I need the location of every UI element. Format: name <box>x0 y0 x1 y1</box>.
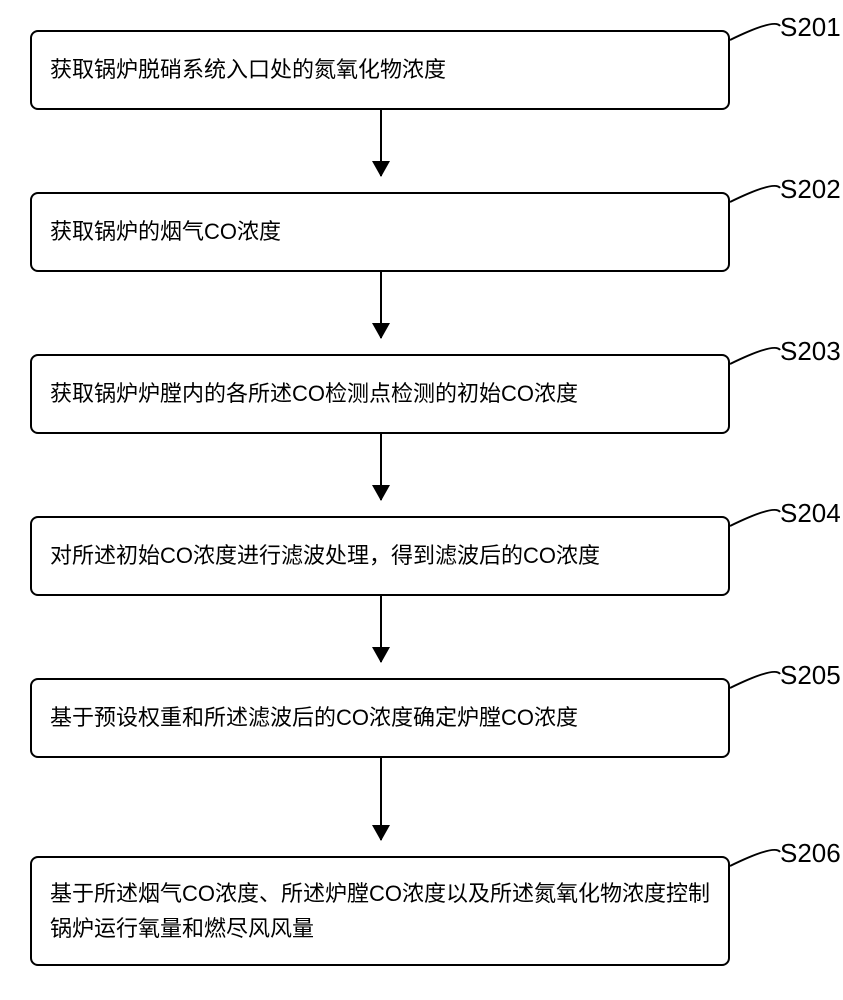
flow-arrow-5 <box>380 758 382 840</box>
step-label-S203: S203 <box>780 336 841 367</box>
flowchart-canvas: 获取锅炉脱硝系统入口处的氮氧化物浓度 S201 获取锅炉的烟气CO浓度 S202 获取锅… <box>0 0 843 1000</box>
step-text: 获取锅炉炉膛内的各所述CO检测点检测的初始CO浓度 <box>50 376 578 411</box>
step-label-S204: S204 <box>780 498 841 529</box>
step-label-S201: S201 <box>780 12 841 43</box>
flow-arrow-3 <box>380 434 382 500</box>
step-text: 基于预设权重和所述滤波后的CO浓度确定炉膛CO浓度 <box>50 700 578 735</box>
callout-line <box>725 499 785 531</box>
callout-line <box>725 13 785 45</box>
callout-line <box>725 661 785 693</box>
step-text: 获取锅炉的烟气CO浓度 <box>50 214 281 249</box>
step-box-S206: 基于所述烟气CO浓度、所述炉膛CO浓度以及所述氮氧化物浓度控制锅炉运行氧量和燃尽… <box>30 856 730 966</box>
step-label-S205: S205 <box>780 660 841 691</box>
flow-arrow-1 <box>380 110 382 176</box>
step-box-S202: 获取锅炉的烟气CO浓度 <box>30 192 730 272</box>
flow-arrow-4 <box>380 596 382 662</box>
callout-line <box>725 839 785 871</box>
flow-arrow-2 <box>380 272 382 338</box>
step-label-S202: S202 <box>780 174 841 205</box>
step-text: 获取锅炉脱硝系统入口处的氮氧化物浓度 <box>50 52 446 87</box>
step-text: 对所述初始CO浓度进行滤波处理，得到滤波后的CO浓度 <box>50 538 600 573</box>
callout-line <box>725 175 785 207</box>
step-box-S203: 获取锅炉炉膛内的各所述CO检测点检测的初始CO浓度 <box>30 354 730 434</box>
step-box-S204: 对所述初始CO浓度进行滤波处理，得到滤波后的CO浓度 <box>30 516 730 596</box>
step-text: 基于所述烟气CO浓度、所述炉膛CO浓度以及所述氮氧化物浓度控制锅炉运行氧量和燃尽… <box>50 876 710 946</box>
step-label-S206: S206 <box>780 838 841 869</box>
callout-line <box>725 337 785 369</box>
step-box-S201: 获取锅炉脱硝系统入口处的氮氧化物浓度 <box>30 30 730 110</box>
step-box-S205: 基于预设权重和所述滤波后的CO浓度确定炉膛CO浓度 <box>30 678 730 758</box>
